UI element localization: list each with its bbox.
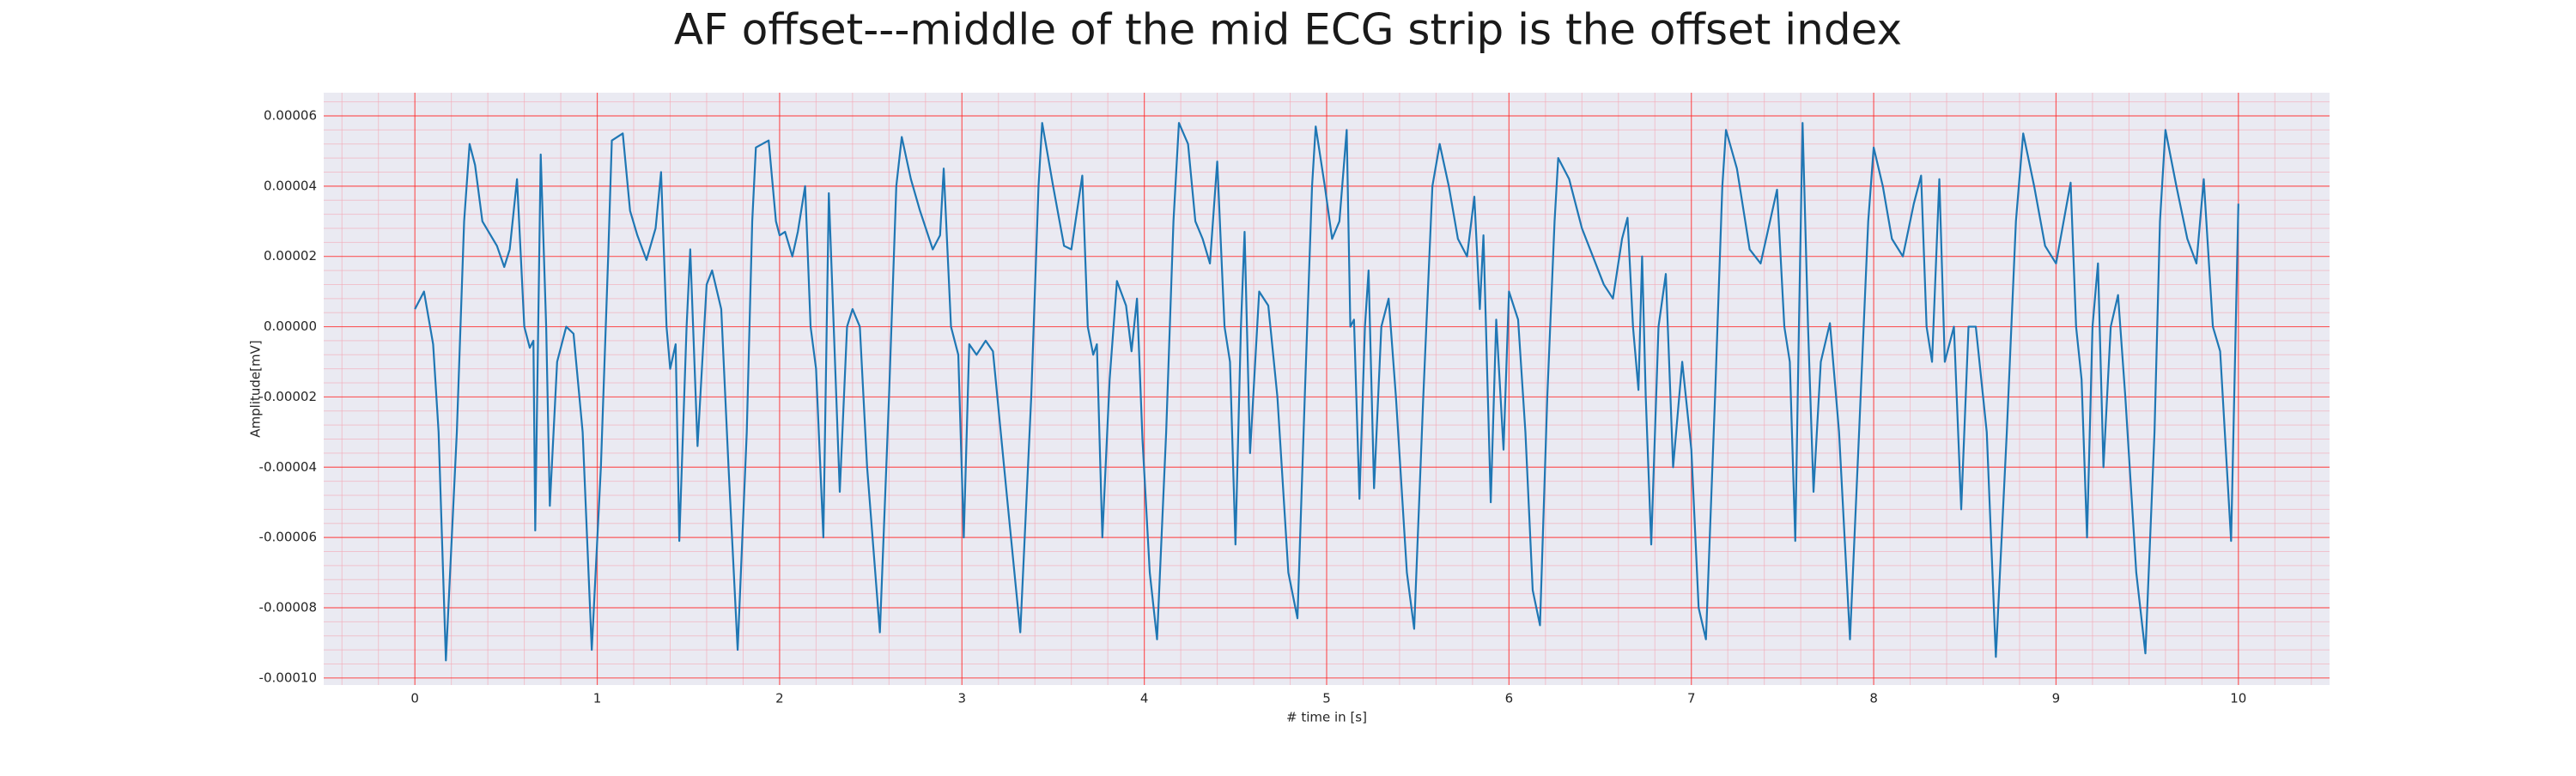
x-tick-label: 1 bbox=[593, 691, 602, 706]
y-tick-label: -0.00006 bbox=[259, 530, 317, 545]
x-tick-label: 0 bbox=[410, 691, 419, 706]
y-tick-label: -0.00002 bbox=[259, 389, 317, 404]
x-tick-label: 9 bbox=[2052, 691, 2061, 706]
y-tick-label: 0.00006 bbox=[264, 108, 317, 124]
y-tick-label: 0.00004 bbox=[264, 178, 317, 193]
y-tick-label: 0.00000 bbox=[264, 318, 317, 334]
x-tick-label: 3 bbox=[957, 691, 966, 706]
line-series bbox=[414, 122, 2239, 662]
x-tick-label: 7 bbox=[1687, 691, 1696, 706]
x-tick-label: 10 bbox=[2230, 691, 2246, 706]
x-tick-label: 8 bbox=[1869, 691, 1878, 706]
x-tick-label: 4 bbox=[1140, 691, 1149, 706]
y-tick-label: -0.00010 bbox=[259, 670, 317, 685]
y-tick-label: -0.00008 bbox=[259, 599, 317, 615]
y-axis-label: Amplitude[mV] bbox=[248, 340, 264, 437]
y-tick-label: -0.00004 bbox=[259, 459, 317, 475]
y-tick-label: 0.00002 bbox=[264, 248, 317, 264]
x-tick-label: 6 bbox=[1505, 691, 1514, 706]
x-axis-label: # time in [s] bbox=[1286, 710, 1367, 725]
chart-title: AF offset---middle of the mid ECG strip … bbox=[674, 5, 1902, 55]
x-tick-label: 5 bbox=[1322, 691, 1331, 706]
x-tick-label: 2 bbox=[775, 691, 784, 706]
